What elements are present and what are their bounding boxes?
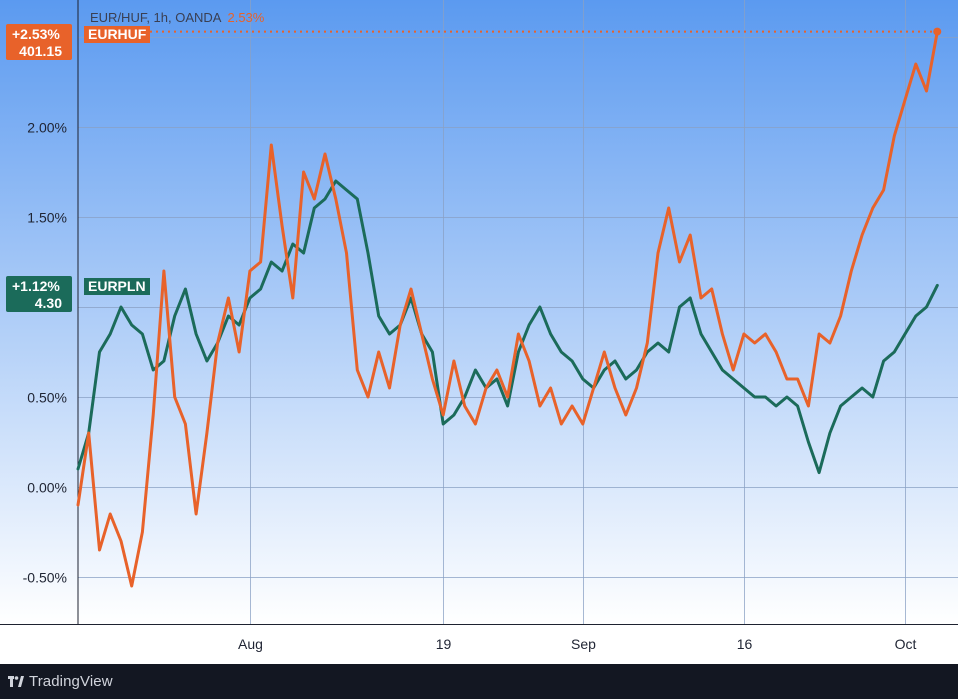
y-tick-label: 1.50% bbox=[27, 210, 67, 226]
y-tick-label: 0.50% bbox=[27, 390, 67, 406]
eurpln-price: 4.30 bbox=[34, 295, 62, 311]
x-tick-label: Oct bbox=[895, 636, 917, 652]
eurhuf-price-badge: +2.53% 401.15 EURHUF bbox=[6, 24, 151, 60]
chart: -0.50% 0.00% 0.50% 1.50% 2.00% Aug 19 Sep 16 Oct bbox=[0, 0, 958, 652]
x-tick-label: Aug bbox=[238, 636, 263, 652]
eurpln-price-badge: +1.12% 4.30 EURPLN bbox=[6, 276, 150, 312]
chart-header: EUR/HUF, 1h, OANDA 2.53% bbox=[90, 10, 264, 25]
series-line-eurhuf bbox=[76, 30, 939, 588]
tradingview-logo-icon bbox=[8, 675, 24, 687]
y-tick-labels: -0.50% 0.00% 0.50% 1.50% 2.00% bbox=[23, 120, 67, 586]
y-tick-label: -0.50% bbox=[23, 570, 67, 586]
x-tick-labels: Aug 19 Sep 16 Oct bbox=[238, 636, 916, 652]
eurhuf-symbol: EURHUF bbox=[84, 26, 151, 43]
tradingview-logo[interactable]: TradingView bbox=[8, 673, 113, 690]
eurhuf-price: 401.15 bbox=[19, 43, 62, 59]
footer-bar: TradingView bbox=[0, 664, 958, 699]
y-tick-label: 2.00% bbox=[27, 120, 67, 136]
eurpln-symbol: EURPLN bbox=[84, 278, 150, 295]
x-tick-label: Sep bbox=[571, 636, 596, 652]
y-tick-label: 0.00% bbox=[27, 480, 67, 496]
tradingview-brand: TradingView bbox=[29, 673, 113, 690]
x-tick-label: 16 bbox=[737, 636, 753, 652]
eurhuf-change: +2.53% bbox=[12, 26, 60, 42]
x-gridlines bbox=[250, 0, 906, 624]
header-change: 2.53% bbox=[227, 10, 265, 25]
x-tick-label: 19 bbox=[436, 636, 452, 652]
header-title: EUR/HUF, 1h, OANDA bbox=[90, 10, 222, 25]
eurpln-change: +1.12% bbox=[12, 278, 60, 294]
eurhuf-last-point bbox=[933, 27, 942, 36]
series-group bbox=[76, 30, 939, 588]
